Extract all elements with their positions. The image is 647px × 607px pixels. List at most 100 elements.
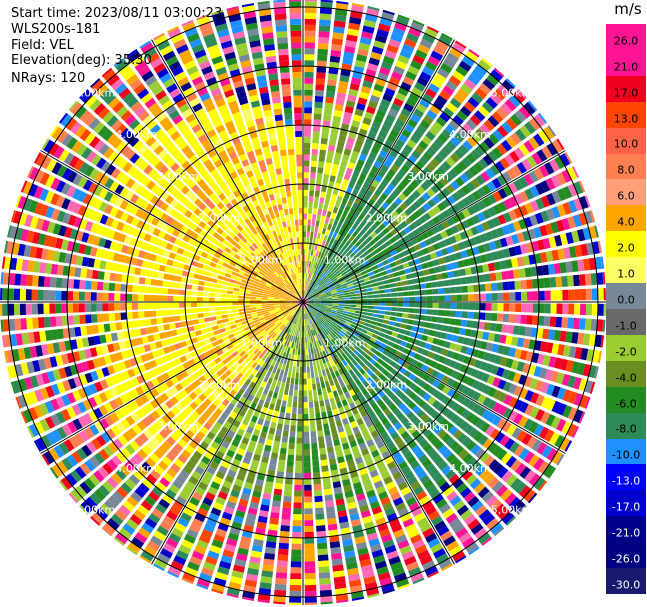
velocity-gate — [347, 94, 357, 103]
velocity-gate — [308, 336, 312, 343]
velocity-gate — [249, 556, 261, 564]
velocity-gate — [306, 292, 311, 298]
velocity-gate — [202, 302, 209, 307]
velocity-gate — [497, 379, 507, 390]
velocity-gate — [466, 181, 476, 192]
velocity-gate — [163, 346, 171, 355]
velocity-gate — [133, 509, 146, 521]
velocity-gate — [350, 518, 362, 527]
velocity-gate — [109, 353, 118, 363]
velocity-gate — [267, 296, 274, 299]
velocity-gate — [285, 313, 291, 319]
velocity-gate — [289, 347, 293, 354]
velocity-gate — [528, 117, 541, 131]
velocity-gate — [238, 308, 245, 312]
velocity-gate — [67, 303, 74, 313]
velocity-gate — [332, 319, 339, 325]
velocity-gate — [73, 315, 80, 325]
velocity-gate — [262, 348, 269, 355]
velocity-gate — [161, 302, 168, 309]
velocity-gate — [318, 227, 323, 234]
velocity-gate — [145, 457, 156, 468]
velocity-gate — [160, 339, 169, 347]
velocity-gate — [149, 253, 157, 262]
velocity-gate — [502, 185, 513, 197]
velocity-gate — [223, 322, 230, 328]
velocity-gate — [477, 212, 486, 222]
velocity-gate — [310, 288, 316, 294]
velocity-gate — [143, 545, 157, 557]
velocity-gate — [380, 270, 387, 276]
velocity-gate — [116, 372, 125, 383]
velocity-gate — [396, 412, 405, 421]
velocity-gate — [427, 537, 441, 549]
velocity-gate — [343, 448, 352, 456]
velocity-gate — [411, 165, 421, 175]
velocity-gate — [313, 322, 318, 329]
velocity-gate — [52, 369, 62, 381]
velocity-gate — [376, 440, 385, 449]
velocity-gate — [333, 318, 340, 323]
velocity-gate — [89, 246, 98, 257]
velocity-gate — [269, 311, 276, 315]
velocity-gate — [239, 314, 246, 319]
velocity-gate — [505, 455, 517, 468]
velocity-gate — [362, 414, 371, 423]
velocity-gate — [330, 267, 337, 273]
velocity-gate — [296, 437, 303, 444]
velocity-gate — [284, 313, 290, 318]
velocity-gate — [260, 393, 267, 401]
velocity-gate — [496, 484, 508, 497]
velocity-gate — [318, 566, 330, 573]
velocity-gate — [345, 167, 353, 176]
velocity-gate — [286, 306, 293, 310]
velocity-gate — [282, 376, 287, 383]
velocity-gate — [436, 372, 445, 381]
velocity-gate — [483, 119, 495, 132]
velocity-gate — [318, 436, 325, 443]
velocity-gate — [416, 517, 429, 528]
velocity-gate — [366, 267, 373, 273]
velocity-gate — [168, 532, 182, 544]
velocity-gate — [200, 345, 209, 353]
velocity-gate — [461, 285, 468, 293]
velocity-gate — [316, 327, 321, 334]
velocity-gate — [304, 549, 315, 556]
velocity-gate — [104, 389, 114, 400]
velocity-gate — [194, 512, 206, 523]
velocity-gate — [292, 520, 302, 527]
velocity-gate — [493, 503, 507, 516]
velocity-gate — [325, 506, 335, 514]
velocity-gate — [333, 486, 343, 495]
velocity-gate — [393, 97, 404, 107]
velocity-gate — [413, 258, 421, 265]
velocity-gate — [308, 303, 315, 305]
velocity-gate — [460, 277, 468, 285]
velocity-gate — [420, 364, 429, 373]
velocity-gate — [274, 361, 280, 368]
velocity-gate — [546, 193, 556, 206]
velocity-gate — [325, 320, 331, 326]
velocity-gate — [523, 489, 536, 502]
velocity-gate — [287, 371, 292, 378]
velocity-gate — [412, 19, 425, 27]
velocity-gate — [71, 451, 83, 464]
velocity-gate — [49, 303, 56, 314]
velocity-gate — [147, 334, 155, 343]
velocity-gate — [424, 342, 432, 350]
velocity-gate — [369, 94, 380, 104]
velocity-gate — [409, 331, 417, 338]
velocity-gate — [380, 124, 391, 134]
velocity-gate — [280, 406, 286, 413]
velocity-gate — [343, 173, 351, 181]
velocity-gate — [241, 320, 248, 325]
velocity-gate — [318, 155, 326, 163]
velocity-gate — [185, 367, 194, 376]
velocity-gate — [389, 316, 397, 322]
velocity-gate — [221, 285, 228, 290]
velocity-gate — [358, 153, 367, 162]
velocity-gate — [457, 160, 468, 172]
velocity-gate — [277, 393, 283, 400]
velocity-gate — [384, 334, 391, 340]
velocity-gate — [335, 285, 342, 290]
